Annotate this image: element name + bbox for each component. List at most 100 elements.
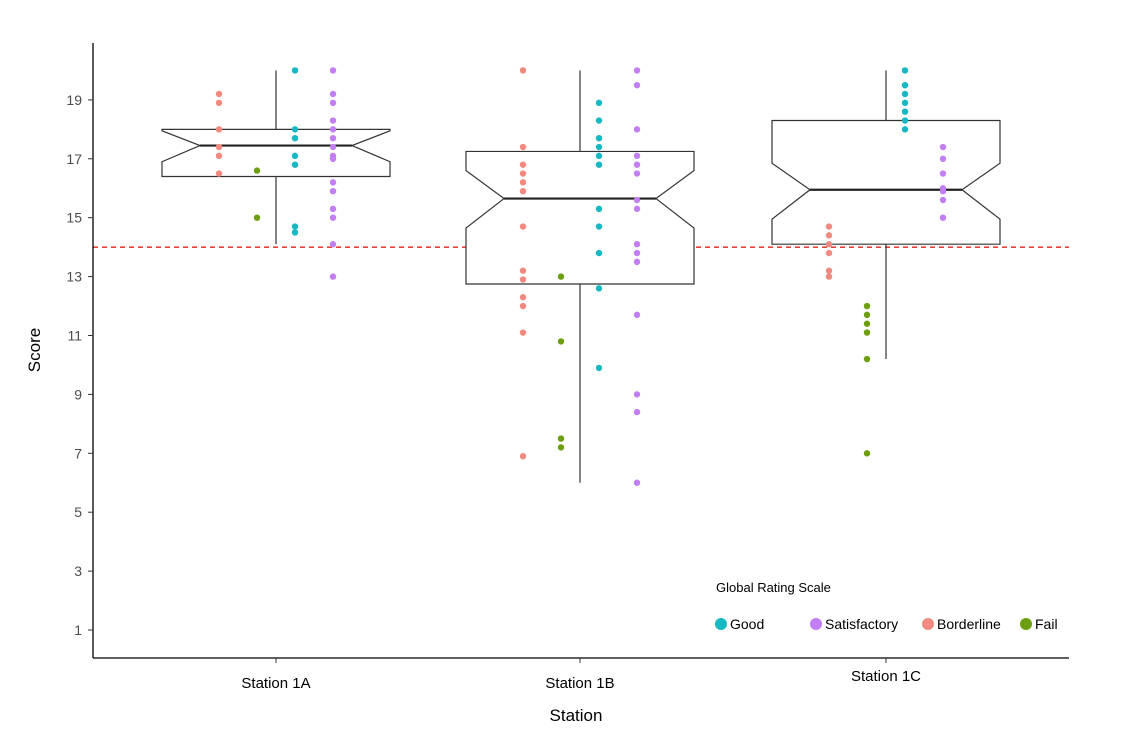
point-good	[595, 285, 603, 292]
point-fail	[253, 214, 261, 221]
legend-label: Satisfactory	[825, 616, 898, 632]
point-good	[595, 152, 603, 160]
y-tick-label: 9	[74, 386, 82, 402]
point-satisfactory	[633, 249, 641, 257]
point-good	[595, 134, 603, 142]
point-borderline	[519, 143, 527, 151]
point-satisfactory	[939, 196, 947, 204]
box-station-1a	[161, 70, 391, 245]
legend-title: Global Rating Scale	[716, 580, 831, 595]
point-good	[595, 143, 603, 151]
point-borderline	[825, 241, 833, 248]
point-satisfactory	[633, 311, 641, 319]
legend-swatch	[810, 618, 822, 630]
box-body	[771, 119, 1001, 245]
y-tick-label: 7	[74, 445, 82, 461]
point-satisfactory	[633, 81, 641, 89]
point-borderline	[519, 223, 527, 230]
point-satisfactory	[633, 391, 641, 398]
point-satisfactory	[329, 117, 337, 124]
point-fail	[863, 450, 871, 457]
point-borderline	[519, 187, 527, 195]
x-tick-label-station-1a: Station 1A	[241, 675, 310, 692]
point-satisfactory	[633, 152, 641, 160]
point-satisfactory	[633, 408, 641, 416]
legend-entry-good: Good	[715, 616, 764, 632]
point-good	[291, 126, 299, 133]
point-good	[291, 152, 299, 160]
point-borderline	[519, 170, 527, 177]
y-tick-label: 11	[67, 328, 82, 344]
point-satisfactory	[329, 90, 337, 98]
point-satisfactory	[329, 99, 337, 107]
legend-entry-borderline: Borderline	[922, 616, 1001, 632]
point-fail	[863, 311, 871, 319]
point-borderline	[519, 453, 527, 460]
point-satisfactory	[633, 126, 641, 133]
point-fail	[253, 167, 261, 174]
point-fail	[863, 302, 871, 310]
point-borderline	[519, 294, 527, 301]
point-satisfactory	[329, 143, 337, 151]
point-borderline	[215, 126, 223, 133]
point-good	[595, 223, 603, 230]
point-satisfactory	[633, 67, 641, 74]
legend-swatch	[922, 618, 934, 630]
point-borderline	[215, 99, 223, 107]
y-tick-label: 1	[74, 622, 82, 638]
y-tick-label: 19	[66, 92, 82, 108]
point-fail	[557, 444, 565, 451]
point-good	[595, 364, 603, 372]
point-good	[291, 161, 299, 168]
point-good	[595, 161, 603, 168]
point-borderline	[519, 161, 527, 168]
point-satisfactory	[939, 214, 947, 221]
box-body	[465, 150, 695, 285]
point-satisfactory	[329, 179, 337, 186]
axis-layer	[92, 43, 1069, 659]
box-station-1b	[465, 70, 695, 483]
legend: Global Rating Scale Good Satisfactory Bord…	[715, 580, 1058, 632]
point-borderline	[519, 179, 527, 186]
point-borderline	[825, 273, 833, 280]
point-borderline	[215, 90, 223, 98]
box-layer	[161, 70, 1001, 483]
y-tick-label: 17	[66, 151, 82, 167]
legend-swatch	[1020, 618, 1032, 630]
point-borderline	[519, 329, 527, 336]
legend-entries: Good Satisfactory Borderline Fail	[715, 616, 1058, 632]
point-satisfactory	[329, 241, 337, 248]
x-ticks: Station 1A Station 1B Station 1C	[241, 658, 921, 692]
point-satisfactory	[633, 170, 641, 177]
box-body	[161, 128, 391, 178]
point-good	[901, 108, 909, 115]
point-good	[291, 134, 299, 142]
point-fail	[863, 355, 871, 363]
y-axis-title: Score	[25, 328, 44, 372]
point-borderline	[519, 267, 527, 274]
point-borderline	[825, 249, 833, 257]
point-good	[901, 126, 909, 133]
point-satisfactory	[329, 273, 337, 280]
point-good	[291, 223, 299, 230]
point-borderline	[215, 170, 223, 177]
legend-label: Good	[730, 616, 764, 632]
x-tick-label-station-1c: Station 1C	[851, 668, 921, 685]
box-station-1c	[771, 70, 1001, 360]
point-layer	[215, 67, 947, 486]
point-satisfactory	[633, 161, 641, 168]
legend-entry-satisfactory: Satisfactory	[810, 616, 898, 632]
y-tick-label: 3	[74, 563, 82, 579]
point-satisfactory	[633, 241, 641, 248]
point-satisfactory	[939, 143, 947, 151]
x-axis-title: Station	[550, 706, 603, 725]
legend-label: Borderline	[937, 616, 1001, 632]
point-satisfactory	[329, 67, 337, 74]
point-satisfactory	[633, 479, 641, 486]
point-good	[595, 99, 603, 107]
point-good	[901, 67, 909, 74]
y-tick-label: 15	[66, 210, 82, 226]
y-tick-label: 13	[66, 269, 82, 285]
